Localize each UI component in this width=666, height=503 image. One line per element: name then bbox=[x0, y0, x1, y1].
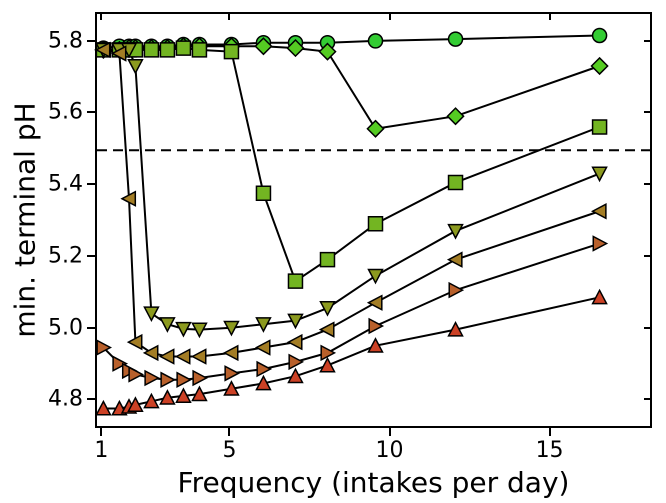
line-chart: 151015 4.85.05.25.45.65.8 Frequency (int… bbox=[0, 0, 666, 503]
y-tick-label: 5.4 bbox=[48, 172, 83, 197]
x-tick-label: 15 bbox=[536, 438, 564, 463]
y-tick-label: 5.2 bbox=[48, 243, 83, 268]
x-tick-label: 5 bbox=[222, 438, 236, 463]
x-tick-label: 10 bbox=[376, 438, 404, 463]
chart-svg bbox=[97, 14, 654, 430]
plot-area bbox=[95, 12, 652, 428]
x-axis-label: Frequency (intakes per day) bbox=[178, 466, 570, 499]
y-tick-label: 5.8 bbox=[48, 28, 83, 53]
x-tick-label: 1 bbox=[94, 438, 108, 463]
y-tick-label: 5.6 bbox=[48, 100, 83, 125]
y-tick-label: 4.8 bbox=[48, 387, 83, 412]
y-tick-label: 5.0 bbox=[48, 315, 83, 340]
y-axis-label: min. terminal pH bbox=[9, 102, 42, 337]
